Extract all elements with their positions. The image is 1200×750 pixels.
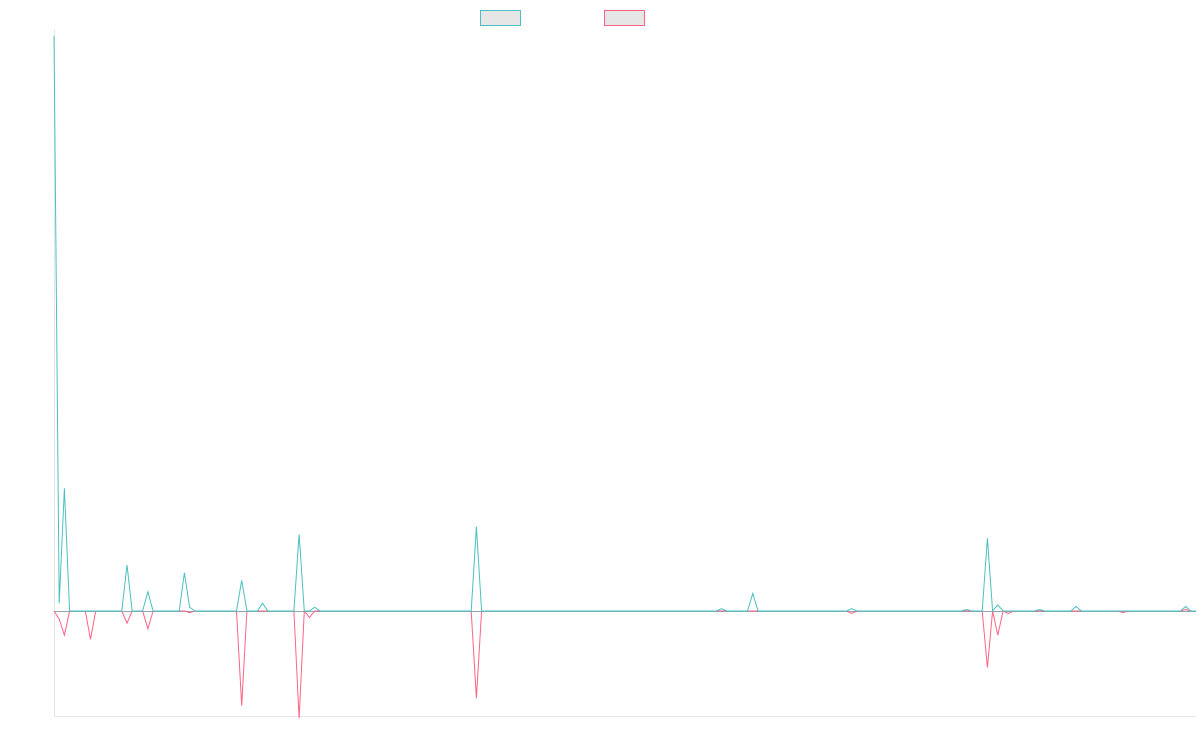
legend-swatch-series-1[interactable]	[480, 10, 521, 26]
legend-swatch-series-2[interactable]	[604, 10, 645, 26]
series-line-1	[53, 35, 1196, 613]
series-line-2	[53, 608, 1196, 719]
plot-area	[53, 35, 1196, 719]
legend	[480, 10, 645, 26]
